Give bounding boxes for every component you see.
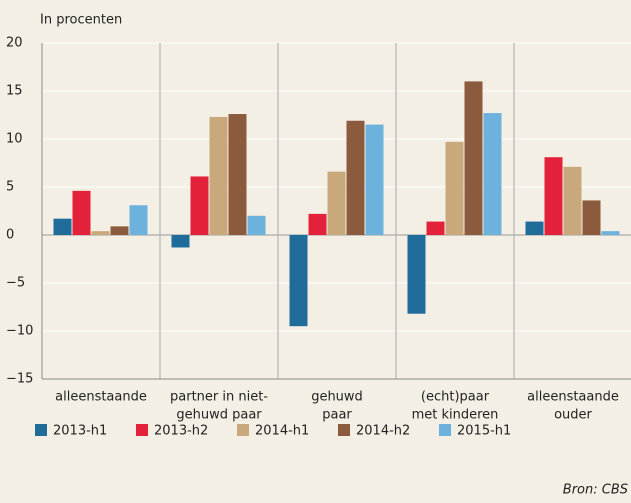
legend-label: 2013-h1: [53, 424, 107, 439]
bar: [346, 120, 365, 235]
x-tick-label: met kinderen: [412, 408, 499, 423]
y-tick-label: 5: [6, 180, 14, 195]
x-tick-label: gehuwd: [311, 390, 363, 405]
x-tick-label: gehuwd paar: [176, 408, 262, 423]
bar: [407, 235, 426, 314]
legend-label: 2014-h2: [356, 424, 410, 439]
y-tick-label: 0: [6, 228, 14, 243]
legend-swatch: [338, 424, 350, 436]
legend-swatch: [35, 424, 47, 436]
bar: [365, 124, 384, 235]
bar: [563, 166, 582, 235]
legend-label: 2013-h2: [154, 424, 208, 439]
bar: [171, 235, 190, 248]
legend-label: 2014-h1: [255, 424, 309, 439]
y-tick-label: 20: [6, 36, 23, 51]
y-tick-label: −10: [6, 324, 33, 339]
bar: [483, 113, 502, 235]
bar: [445, 141, 464, 235]
bar: [209, 116, 228, 235]
bar: [72, 190, 91, 235]
x-tick-label: alleenstaande: [527, 390, 619, 405]
x-tick-label: ouder: [554, 408, 592, 423]
bar: [544, 157, 563, 235]
y-tick-label: 15: [6, 84, 23, 99]
legend-swatch: [237, 424, 249, 436]
bar: [247, 215, 266, 235]
x-tick-label: (echt)paar: [421, 390, 490, 405]
bar: [426, 221, 445, 235]
bar: [601, 231, 620, 235]
bar: [464, 81, 483, 236]
y-tick-label: −15: [6, 372, 33, 387]
legend-swatch: [439, 424, 451, 436]
bar: [525, 221, 544, 235]
legend-swatch: [136, 424, 148, 436]
bar: [582, 200, 601, 235]
x-tick-label: alleenstaande: [55, 390, 147, 405]
bar: [53, 218, 72, 235]
bar: [190, 176, 209, 235]
bar: [110, 226, 129, 235]
y-tick-label: 10: [6, 132, 23, 147]
bar: [308, 213, 327, 235]
y-axis-label: In procenten: [40, 13, 122, 28]
bar: [327, 171, 346, 235]
x-tick-label: paar: [322, 408, 352, 423]
legend-label: 2015-h1: [457, 424, 511, 439]
y-tick-label: −5: [6, 276, 25, 291]
bar: [91, 231, 110, 235]
x-tick-label: partner in niet-: [170, 390, 268, 405]
bar: [289, 235, 308, 327]
bar: [228, 114, 247, 235]
bar: [129, 205, 148, 235]
source: Bron: CBS: [563, 483, 628, 498]
